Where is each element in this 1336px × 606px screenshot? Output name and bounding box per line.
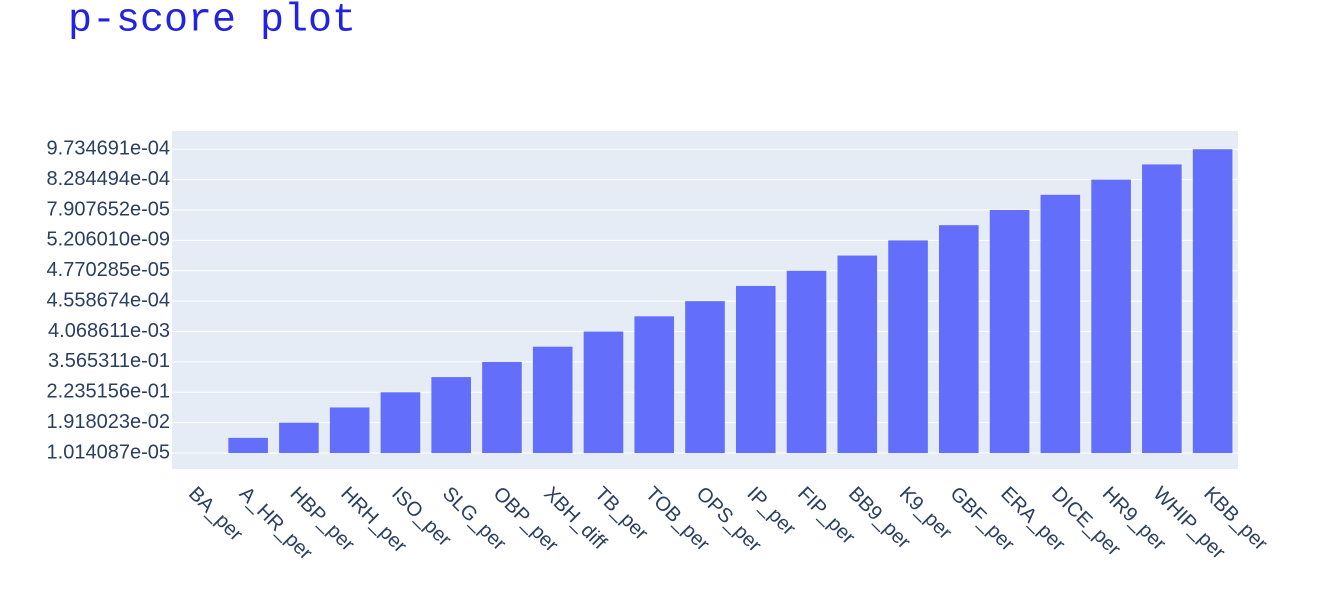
chart-title: p-score plot [68, 0, 356, 44]
bar [735, 285, 776, 454]
bar [837, 255, 878, 454]
bar [380, 392, 421, 454]
bar [786, 270, 827, 454]
y-tick-label: 4.770285e-05 [47, 259, 170, 281]
bar [939, 225, 979, 454]
y-tick-label: 1.014087e-05 [47, 441, 170, 463]
bar [532, 346, 573, 454]
y-tick-label: 2.235156e-01 [47, 381, 170, 403]
bar [1142, 164, 1182, 454]
y-tick-label: 4.068611e-03 [48, 320, 170, 342]
bar [228, 437, 268, 454]
y-tick-label: 1.918023e-02 [47, 411, 170, 433]
y-tick-label: 5.206010e-09 [47, 229, 170, 251]
bar [685, 301, 725, 454]
y-tick-label: 8.284494e-04 [47, 168, 170, 190]
y-tick-label: 9.734691e-04 [47, 138, 170, 160]
y-tick-label: 7.907652e-05 [47, 198, 170, 220]
bar [431, 377, 471, 454]
bar [583, 331, 624, 454]
y-tick-label: 3.565311e-01 [48, 350, 170, 372]
bar [989, 209, 1030, 454]
y-tick-label: 4.558674e-04 [47, 289, 170, 311]
x-tick-label: BA_per [184, 483, 247, 546]
bar [1091, 179, 1131, 454]
bar [482, 361, 522, 454]
bar [1192, 149, 1233, 454]
bar [888, 240, 928, 454]
bar [329, 407, 370, 454]
bar [279, 422, 319, 454]
bar [634, 316, 675, 454]
bar [1040, 194, 1081, 454]
